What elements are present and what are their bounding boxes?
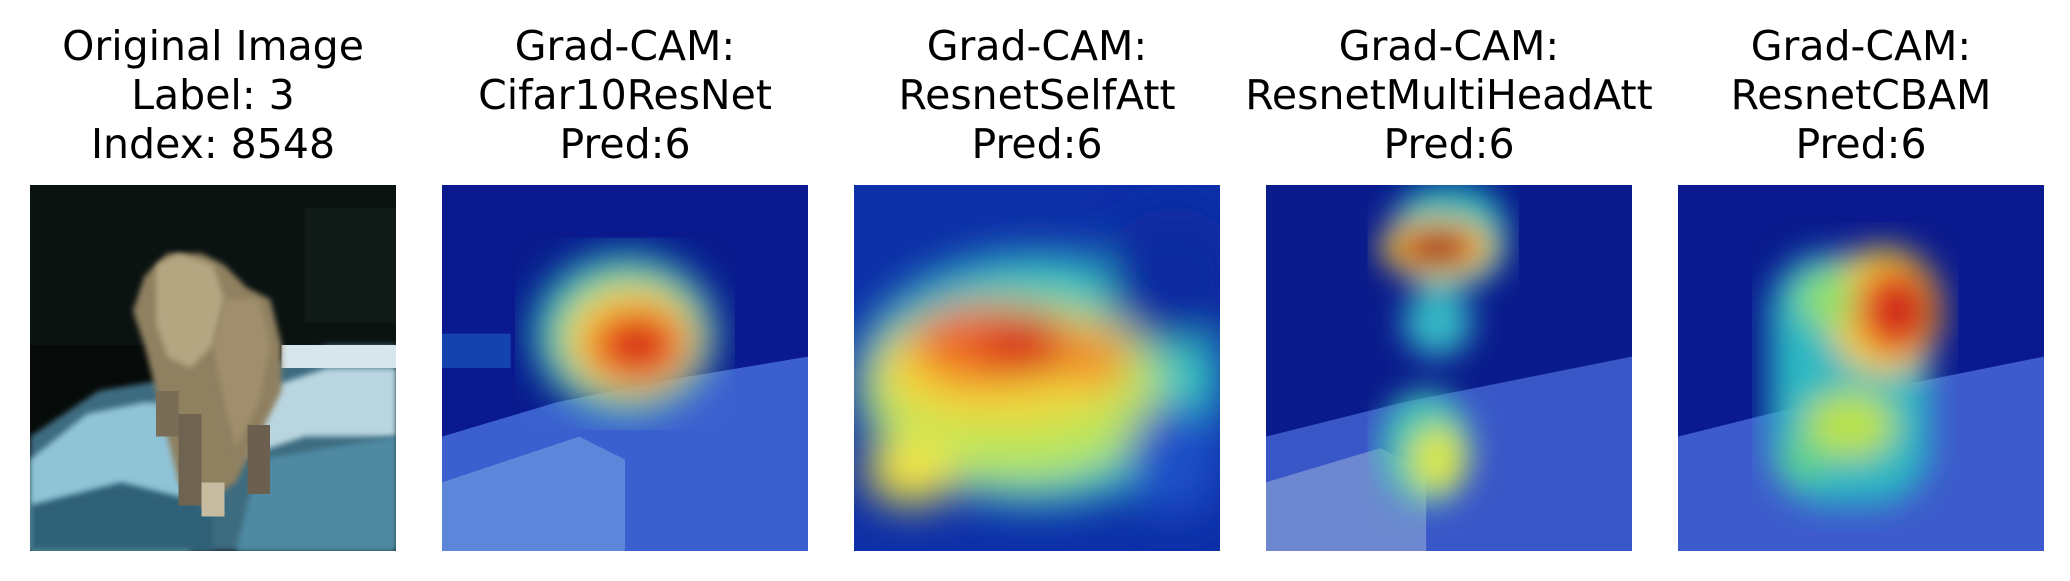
panel-gradcam-resnetmultiheadatt: Grad-CAM: ResnetMultiHeadAtt Pred:6 [1245,0,1653,581]
title-line-1: Grad-CAM: [926,22,1148,70]
panel-gradcam-cifar10resnet: Grad-CAM: Cifar10ResNet Pred:6 [442,0,808,581]
panel-title: Grad-CAM: ResnetSelfAtt Pred:6 [814,22,1260,169]
panel-title: Grad-CAM: ResnetCBAM Pred:6 [1638,22,2070,169]
gradcam-heatmap [442,185,808,551]
panel-title: Grad-CAM: Cifar10ResNet Pred:6 [402,22,848,169]
title-line-2: Cifar10ResNet [478,71,772,119]
original-image [30,185,396,551]
title-line-2: ResnetMultiHeadAtt [1245,71,1653,119]
gradcam-heatmap [854,185,1220,551]
panel-gradcam-resnetselfatt: Grad-CAM: ResnetSelfAtt Pred:6 [854,0,1220,581]
title-line-1: Original Image [62,22,364,70]
panel-gradcam-resnetcbam: Grad-CAM: ResnetCBAM Pred:6 [1678,0,2044,581]
title-line-3: Pred:6 [559,120,691,168]
panel-original-image: Original Image Label: 3 Index: 8548 [30,0,396,581]
title-line-3: Pred:6 [1795,120,1927,168]
title-line-1: Grad-CAM: [1750,22,1972,70]
title-line-1: Grad-CAM: [514,22,736,70]
title-line-3: Index: 8548 [90,120,336,168]
panel-title: Grad-CAM: ResnetMultiHeadAtt Pred:6 [1226,22,1672,169]
title-line-2: ResnetCBAM [1730,71,1992,119]
title-line-2: Label: 3 [131,71,295,119]
title-line-1: Grad-CAM: [1338,22,1560,70]
gradcam-heatmap [1678,185,2044,551]
title-line-3: Pred:6 [1383,120,1515,168]
gradcam-heatmap [1266,185,1632,551]
panel-title: Original Image Label: 3 Index: 8548 [0,22,436,169]
title-line-2: ResnetSelfAtt [898,71,1176,119]
title-line-3: Pred:6 [971,120,1103,168]
